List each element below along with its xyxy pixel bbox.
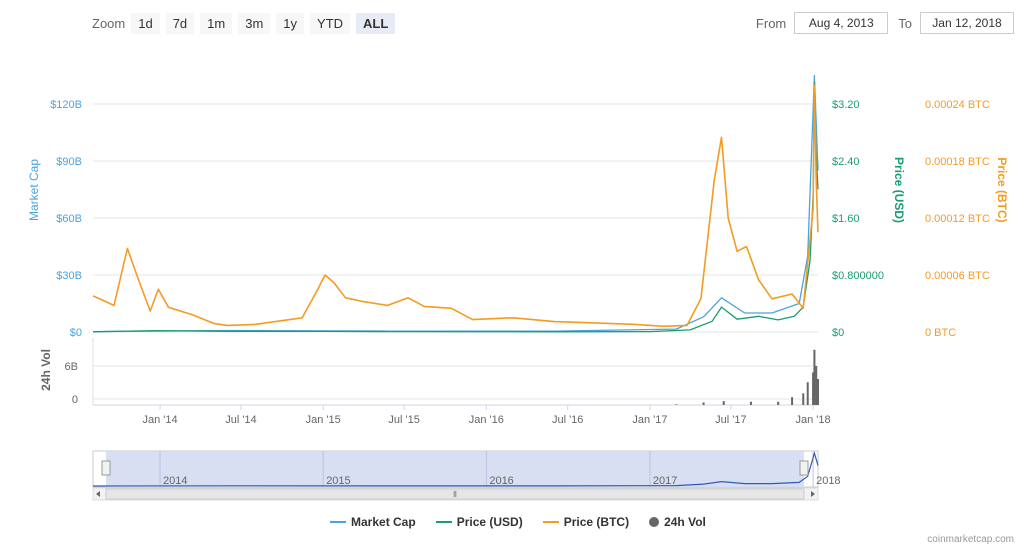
usd-tick-label: $0 — [832, 327, 844, 339]
market-cap-axis-title: Market Cap — [27, 159, 41, 221]
volume-bar — [777, 401, 780, 405]
market-cap-tick-label: $30B — [56, 270, 82, 282]
zoom-label: Zoom — [92, 15, 126, 31]
x-tick-label: Jan '18 — [796, 414, 831, 426]
usd-tick-label: $0.800000 — [832, 270, 884, 282]
zoom-3m-button[interactable]: 3m — [238, 12, 271, 34]
volume-bar — [702, 402, 705, 405]
volume-bar — [817, 379, 819, 405]
volume-bar — [806, 382, 809, 405]
zoom-1m-button[interactable]: 1m — [200, 12, 233, 34]
btc-tick-label: 0.00012 BTC — [925, 213, 990, 225]
legend-item-market-cap[interactable]: Market Cap — [330, 515, 416, 529]
credit-link[interactable]: coinmarketcap.com — [927, 534, 1014, 545]
legend-label: Market Cap — [351, 515, 416, 529]
from-date-input[interactable] — [794, 12, 889, 34]
legend-swatch-price-usd — [435, 521, 452, 523]
volume-tick-label: 6B — [65, 361, 78, 373]
btc-axis-title: Price (BTC) — [995, 157, 1009, 222]
volume-bar — [791, 397, 794, 405]
series-line-price-btc — [92, 84, 819, 328]
x-tick-label: Jan '15 — [306, 414, 341, 426]
zoom-all-button[interactable]: ALL — [356, 12, 396, 34]
btc-tick-label: 0.00024 BTC — [925, 99, 990, 111]
series-line-price-usd — [92, 81, 819, 333]
zoom-7d-button[interactable]: 7d — [165, 12, 195, 34]
market-cap-tick-label: $60B — [56, 213, 82, 225]
volume-bar — [802, 393, 805, 405]
x-tick-label: Jul '17 — [715, 414, 746, 426]
btc-tick-label: 0.00006 BTC — [925, 270, 990, 282]
scrollbar-grip-icon: ⦀ — [453, 490, 457, 499]
market-cap-tick-label: $90B — [56, 156, 82, 168]
x-tick-label: Jul '15 — [388, 414, 419, 426]
axis-ticks: $0 $0 0 BTC $30B $0.800000 0.00006 BTC $60B $1.… — [50, 99, 990, 426]
date-range: From To — [756, 12, 1014, 34]
navigator-year-label: 2017 — [653, 475, 677, 487]
navigator-handle[interactable] — [101, 460, 111, 476]
usd-axis-title: Price (USD) — [892, 157, 906, 223]
series-line-market-cap — [92, 74, 819, 333]
navigator-year-label: 2016 — [489, 475, 513, 487]
btc-tick-label: 0.00018 BTC — [925, 156, 990, 168]
zoom-1y-button[interactable]: 1y — [276, 12, 305, 34]
legend-swatch-price-btc — [542, 521, 559, 523]
volume-axis-title: 24h Vol — [39, 349, 53, 391]
market-cap-tick-label: $0 — [70, 327, 82, 339]
legend-item-price-btc[interactable]: Price (BTC) — [542, 515, 630, 529]
scrollbar-thumb[interactable] — [105, 488, 805, 500]
volume-bar — [749, 401, 752, 405]
navigator[interactable]: 2014 2015 2016 2017 2018 ⦀ — [92, 450, 841, 501]
to-label: To — [898, 15, 912, 31]
btc-tick-label: 0 BTC — [925, 327, 956, 339]
scroll-left-arrow-icon[interactable] — [96, 491, 100, 497]
zoom-1d-button[interactable]: 1d — [131, 12, 160, 34]
navigator-year-label: 2018 — [816, 475, 840, 487]
volume-bar — [815, 366, 818, 405]
zoom-bar: Zoom 1d 7d 1m 3m 1y YTD ALL — [92, 12, 401, 34]
legend-item-volume[interactable]: 24h Vol — [649, 515, 706, 529]
volume-bar — [722, 401, 725, 405]
x-tick-label: Jan '14 — [142, 414, 177, 426]
series-lines — [92, 74, 819, 333]
legend: Market Cap Price (USD) Price (BTC) 24h V… — [330, 515, 726, 529]
zoom-ytd-button[interactable]: YTD — [310, 12, 351, 34]
legend-dot-volume — [649, 517, 660, 527]
x-tick-label: Jan '16 — [469, 414, 504, 426]
legend-label: Price (BTC) — [563, 515, 630, 529]
x-tick-label: Jul '14 — [225, 414, 256, 426]
to-date-input[interactable] — [920, 12, 1014, 34]
usd-tick-label: $2.40 — [832, 156, 860, 168]
from-label: From — [755, 15, 787, 31]
grid-lines — [92, 103, 818, 406]
legend-item-price-usd[interactable]: Price (USD) — [435, 515, 523, 529]
legend-label: Price (USD) — [456, 515, 523, 529]
legend-swatch-market-cap — [330, 521, 346, 523]
scroll-right-arrow-icon[interactable] — [811, 491, 815, 497]
usd-tick-label: $3.20 — [832, 99, 860, 111]
volume-bar — [813, 349, 816, 405]
x-tick-label: Jul '16 — [552, 414, 583, 426]
volume-bars — [675, 349, 819, 405]
navigator-selection — [106, 451, 804, 487]
navigator-year-label: 2014 — [163, 475, 187, 487]
navigator-year-label: 2015 — [326, 475, 350, 487]
usd-tick-label: $1.60 — [832, 213, 860, 225]
navigator-handle[interactable] — [799, 460, 809, 476]
market-cap-tick-label: $120B — [50, 99, 82, 111]
volume-bar — [675, 404, 678, 405]
volume-tick-label: 0 — [72, 394, 78, 406]
navigator-series-line — [92, 451, 819, 487]
x-tick-label: Jan '17 — [632, 414, 667, 426]
volume-bar — [812, 372, 815, 405]
legend-label: 24h Vol — [664, 515, 706, 529]
